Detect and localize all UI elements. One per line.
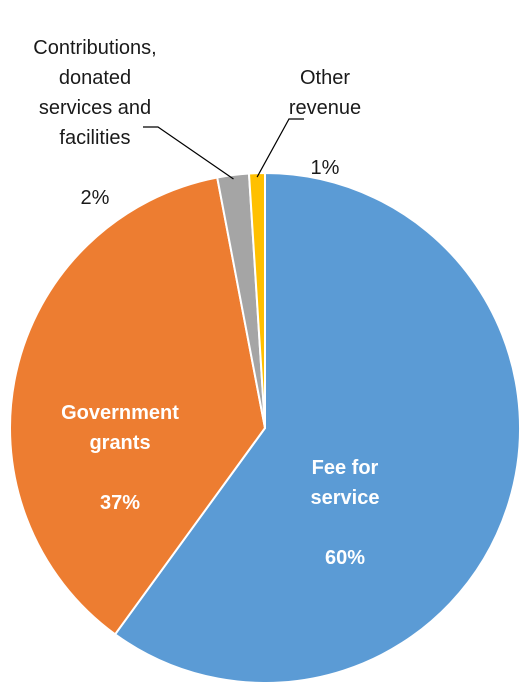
data-label-other-revenue: Other revenue 1% [265,33,385,213]
slice-value-government-grants: 37% [99,492,141,514]
slice-label-government-grants: Government grants [61,402,179,454]
pie-slice-other-revenue [247,171,266,429]
slice-label-contributions: Contributions, donated services and faci… [33,37,157,149]
slice-label-fee-for-service: Fee for service [310,457,380,509]
data-label-government-grants: Government grants 37% [30,368,210,548]
data-label-fee-for-service: Fee for service 60% [255,423,435,603]
data-label-contributions: Contributions, donated services and faci… [5,3,185,243]
pie-slices [9,171,521,682]
slice-label-other-revenue: Other revenue [288,67,362,119]
pie-slice-fee-for-service [114,172,521,682]
slice-value-other-revenue: 1% [310,157,340,179]
slice-value-fee-for-service: 60% [324,547,366,569]
leader-lines [143,118,304,180]
pie-slice-government-grants [9,176,266,636]
leader-line-other-revenue [256,118,304,178]
leader-line-contributions [143,126,234,180]
slice-value-contributions: 2% [80,187,110,209]
